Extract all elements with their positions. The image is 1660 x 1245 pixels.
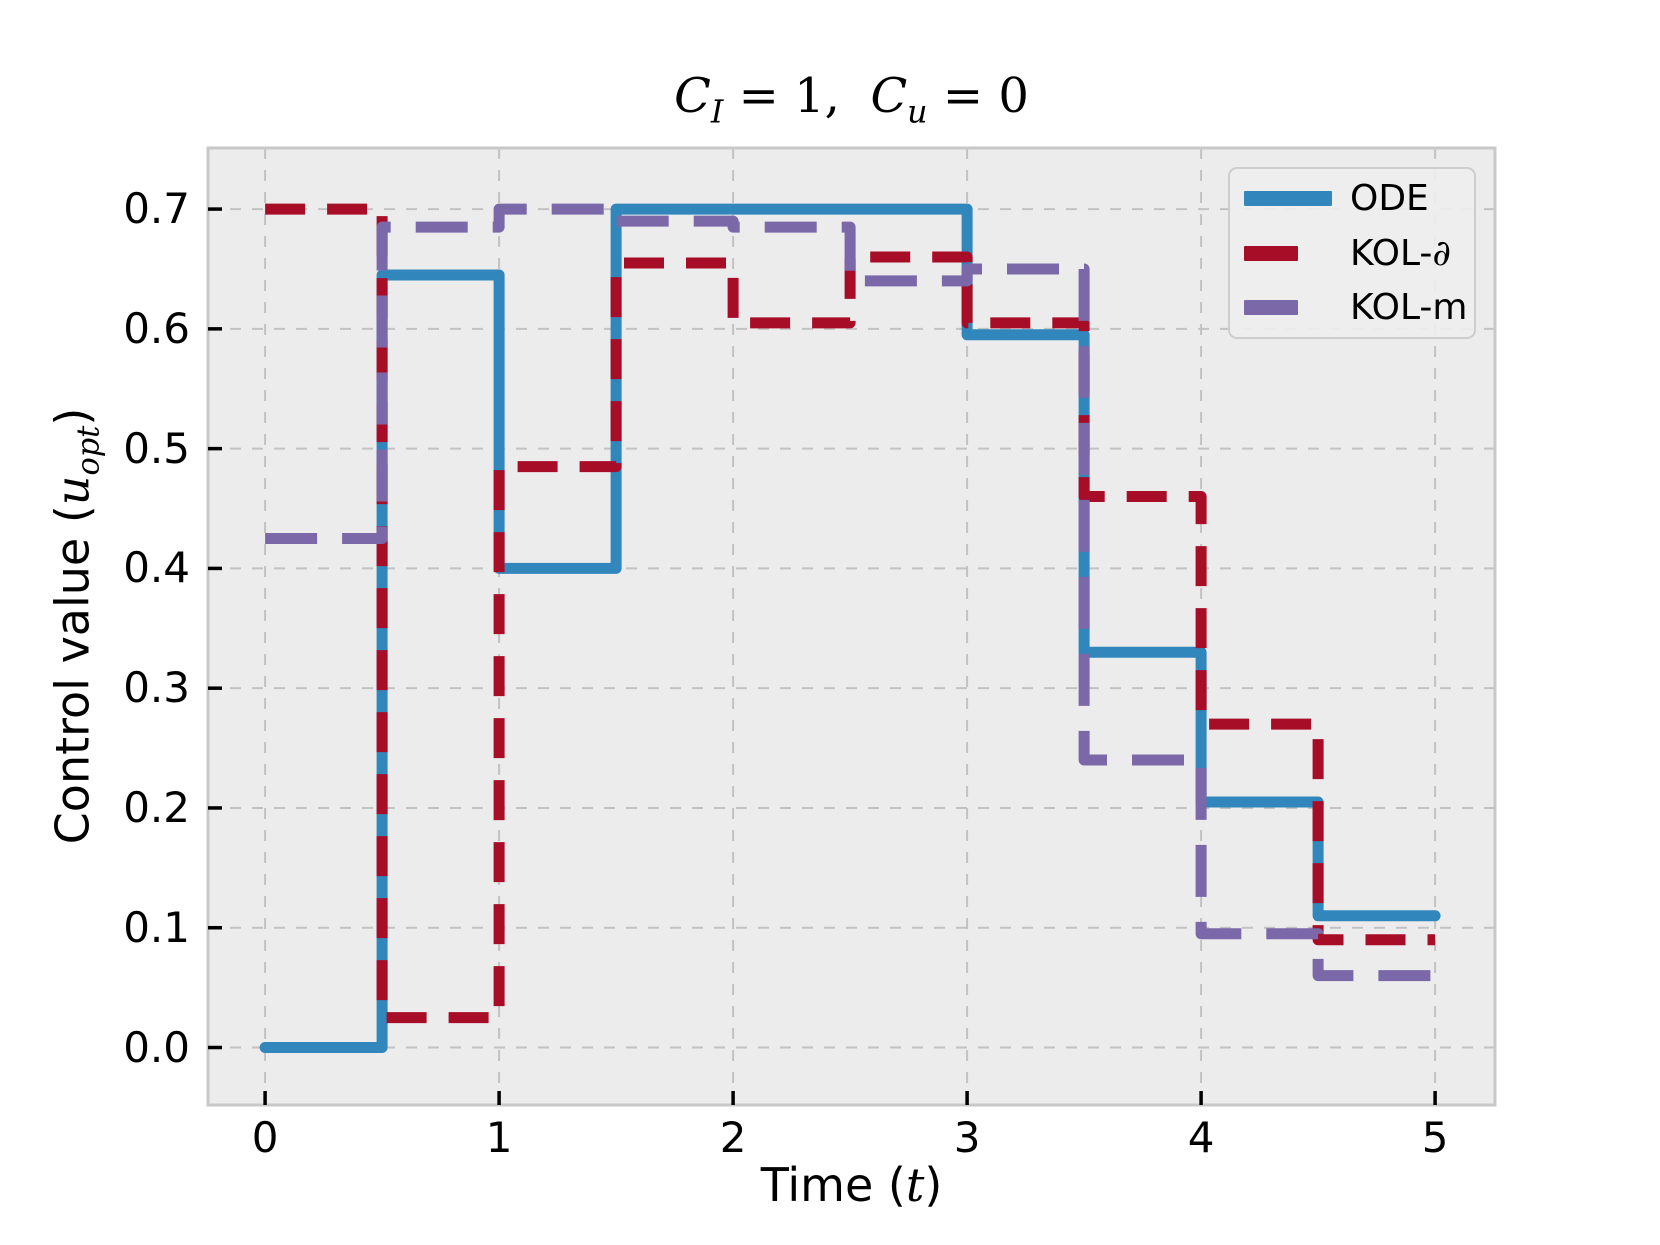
legend-label-text: KOL-m	[1350, 287, 1468, 328]
x-label-suffix: )	[924, 1158, 943, 1212]
x-tick-label-5: 5	[1421, 1113, 1449, 1162]
y-tick-label-0.7: 0.7	[123, 184, 190, 234]
y-label-var: u	[45, 475, 100, 506]
title-var-2: C	[870, 68, 908, 124]
y-tick-label-0.0: 0.0	[123, 1022, 190, 1072]
title-sub-2: u	[907, 94, 928, 131]
legend-item-ode: ODE	[1244, 174, 1474, 224]
chart-title: CI = 1, Cu = 0	[208, 68, 1495, 131]
legend-label-kol-partial: KOL-∂	[1350, 233, 1451, 274]
legend: ODE KOL-∂ KOL-m	[1228, 167, 1476, 339]
y-tick-label-0.3: 0.3	[123, 663, 190, 713]
x-tick-label-2: 2	[719, 1113, 747, 1162]
x-tick-label-4: 4	[1187, 1113, 1215, 1162]
legend-label-text: ODE	[1350, 178, 1429, 219]
legend-swatch-ode	[1244, 191, 1332, 206]
series-line-ode	[259, 203, 1441, 1053]
series-line-kol-∂	[265, 203, 1436, 1024]
legend-swatch-kol-m	[1244, 300, 1298, 315]
y-tick-label-0.2: 0.2	[123, 782, 190, 832]
legend-label-text: KOL-	[1350, 232, 1433, 274]
legend-swatch-box	[1244, 245, 1332, 261]
title-var-1: C	[674, 68, 711, 124]
legend-item-kol-partial: KOL-∂	[1244, 228, 1474, 278]
legend-item-kol-m: KOL-m	[1244, 283, 1474, 333]
y-tick-label-0.1: 0.1	[123, 902, 190, 952]
y-tick-label-0.4: 0.4	[123, 543, 190, 593]
axes-spines	[206, 146, 1497, 1107]
title-sub-1: I	[710, 94, 724, 131]
series-line-kol-m	[265, 203, 1436, 982]
title-end: = 0	[927, 68, 1029, 124]
x-label-prefix: Time (	[760, 1158, 906, 1212]
y-tick-label-0.6: 0.6	[123, 303, 190, 353]
x-tick-label-1: 1	[485, 1113, 513, 1162]
x-tick-label-0: 0	[251, 1113, 279, 1162]
title-mid: = 1,	[723, 68, 871, 124]
x-axis-label: Time (t)	[208, 1158, 1495, 1212]
legend-label-kol-m: KOL-m	[1350, 287, 1467, 328]
x-tick-label-3: 3	[953, 1113, 981, 1162]
x-label-var: t	[905, 1158, 925, 1212]
legend-swatch-kol-partial	[1244, 245, 1298, 261]
legend-swatch-box	[1244, 191, 1332, 206]
y-tick-label-0.5: 0.5	[123, 423, 190, 473]
legend-label-math: ∂	[1432, 232, 1452, 274]
legend-swatch-box	[1244, 300, 1332, 315]
legend-label-ode: ODE	[1350, 178, 1429, 219]
